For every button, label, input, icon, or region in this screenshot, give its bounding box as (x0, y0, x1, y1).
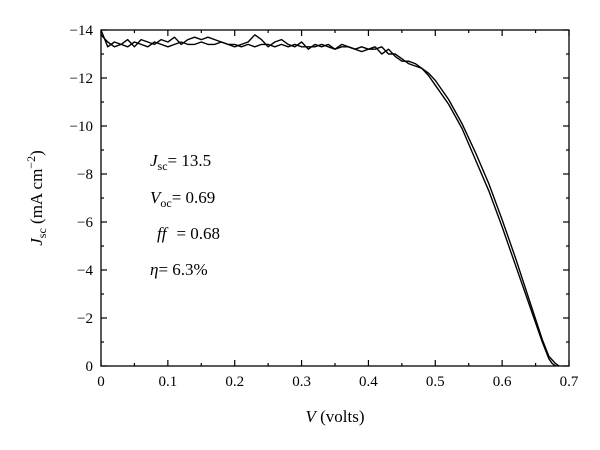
performance-annotations: Jsc= 13.5 Voc= 0.69 ff = 0.68 η= 6.3% (150, 151, 220, 279)
annotation-efficiency: η= 6.3% (150, 260, 208, 279)
x-axis-title: V (volts) (305, 407, 364, 426)
tick-labels: 0 0.1 0.2 0.3 0.4 0.5 0.6 0.7 0 −2 −4 −6 −8 −10 −12 −14 (70, 23, 579, 390)
x-tick-label: 0.5 (426, 374, 445, 390)
y-axis-title: Jsc (mA cm−2) (24, 150, 49, 246)
y-tick-label: −4 (77, 263, 93, 279)
x-tick-label: 0.3 (292, 374, 311, 390)
x-tick-label: 0.6 (493, 374, 512, 390)
x-tick-label: 0.2 (225, 374, 244, 390)
axis-ticks (100, 29, 570, 367)
series-curves (100, 29, 560, 367)
series-line-2 (100, 34, 557, 367)
y-tick-label: −2 (77, 311, 93, 327)
x-tick-label: 0.4 (359, 374, 378, 390)
x-tick-label: 0 (97, 374, 105, 390)
y-tick-label: −14 (70, 23, 94, 39)
y-tick-label: −12 (70, 71, 93, 87)
annotation-ff: ff = 0.68 (157, 224, 220, 243)
y-tick-label: −10 (70, 119, 93, 135)
x-tick-label: 0.1 (158, 374, 177, 390)
annotation-jsc: Jsc= 13.5 (150, 151, 211, 173)
y-tick-label: −6 (77, 215, 93, 231)
annotation-voc: Voc= 0.69 (150, 188, 215, 210)
y-tick-label: 0 (86, 359, 94, 375)
x-tick-label: 0.7 (560, 374, 579, 390)
series-line-1 (100, 29, 560, 367)
y-tick-label: −8 (77, 167, 93, 183)
